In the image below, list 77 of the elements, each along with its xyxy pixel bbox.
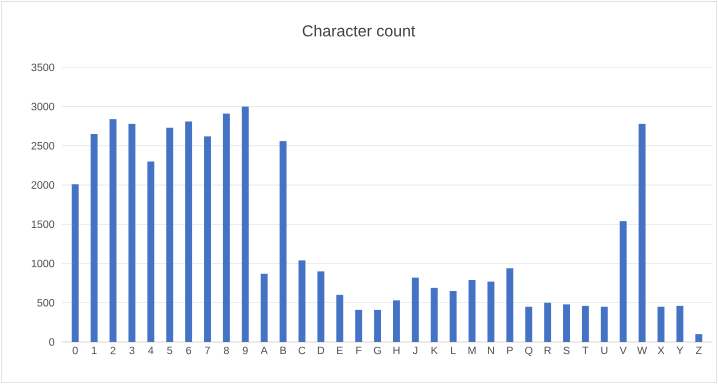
bar [280,141,287,342]
x-tick-label: 8 [224,346,229,354]
x-tick-label: G [374,346,381,354]
bar [506,268,514,342]
bar [298,260,306,342]
bar [487,282,494,342]
x-tick-label: 5 [167,346,172,354]
bar [90,134,98,342]
x-tick-label: 2 [110,346,116,354]
bar [392,300,400,342]
x-tick-label: N [488,346,494,354]
x-tick-label: Y [676,346,684,354]
bar [355,310,362,342]
bar [525,306,532,342]
x-tick-label: K [432,346,438,354]
x-tick-label: P [507,346,513,354]
x-tick-label: S [563,346,570,354]
bar [204,136,211,342]
bar [72,184,79,342]
bar [658,306,664,342]
bar [412,278,419,342]
bar [260,274,268,342]
bar [563,304,570,342]
x-tick-label: U [601,346,608,354]
x-tick-label: W [637,346,648,354]
y-tick-label: 3500 [31,64,54,72]
x-tick-label: J [412,346,418,354]
y-tick-label: 3000 [31,102,54,110]
x-tick-label: D [318,346,324,354]
x-tick-label: Q [525,346,532,356]
y-tick-label: 2500 [32,142,54,150]
x-tick-label: 9 [242,346,248,354]
x-tick-label: R [544,346,551,354]
x-tick-label: 0 [72,346,78,354]
bar [222,114,230,342]
bar [185,121,192,342]
bar [676,306,684,342]
x-tick-label: C [298,346,306,354]
x-tick-label: H [393,346,400,354]
bar [430,288,438,342]
bar [110,119,116,342]
x-tick-label: A [260,346,268,354]
chart-title: Character count [302,24,416,37]
y-tick-label: 2000 [32,181,54,189]
x-tick-label: L [451,346,456,354]
x-tick-label: 1 [92,346,97,354]
bar [166,128,174,342]
x-tick-label: F [356,346,362,354]
bar [242,106,249,342]
bar [468,280,476,342]
x-tick-label: T [582,346,588,354]
bar [450,290,457,342]
bar [695,334,702,342]
bar [336,294,344,342]
bar [147,162,154,342]
bar [620,221,627,342]
bar [317,271,324,342]
bar [582,306,589,342]
x-tick-label: B [280,346,286,354]
x-tick-label: V [620,346,627,354]
bar [600,306,608,342]
x-tick-label: 4 [148,346,154,354]
y-tick-label: 1000 [32,260,54,268]
bar [638,124,646,342]
bar [128,124,136,342]
y-tick-label: 500 [37,299,54,307]
x-tick-label: M [468,346,476,354]
x-tick-label: 7 [205,346,210,354]
x-tick-label: 3 [129,346,134,354]
y-tick-label: 0 [49,338,54,346]
bar [544,302,552,342]
y-tick-label: 1500 [32,220,54,228]
bar [374,310,382,342]
x-tick-label: X [658,346,664,354]
x-tick-label: E [337,346,343,354]
x-tick-label: Z [696,346,702,354]
x-tick-label: 6 [186,346,192,354]
